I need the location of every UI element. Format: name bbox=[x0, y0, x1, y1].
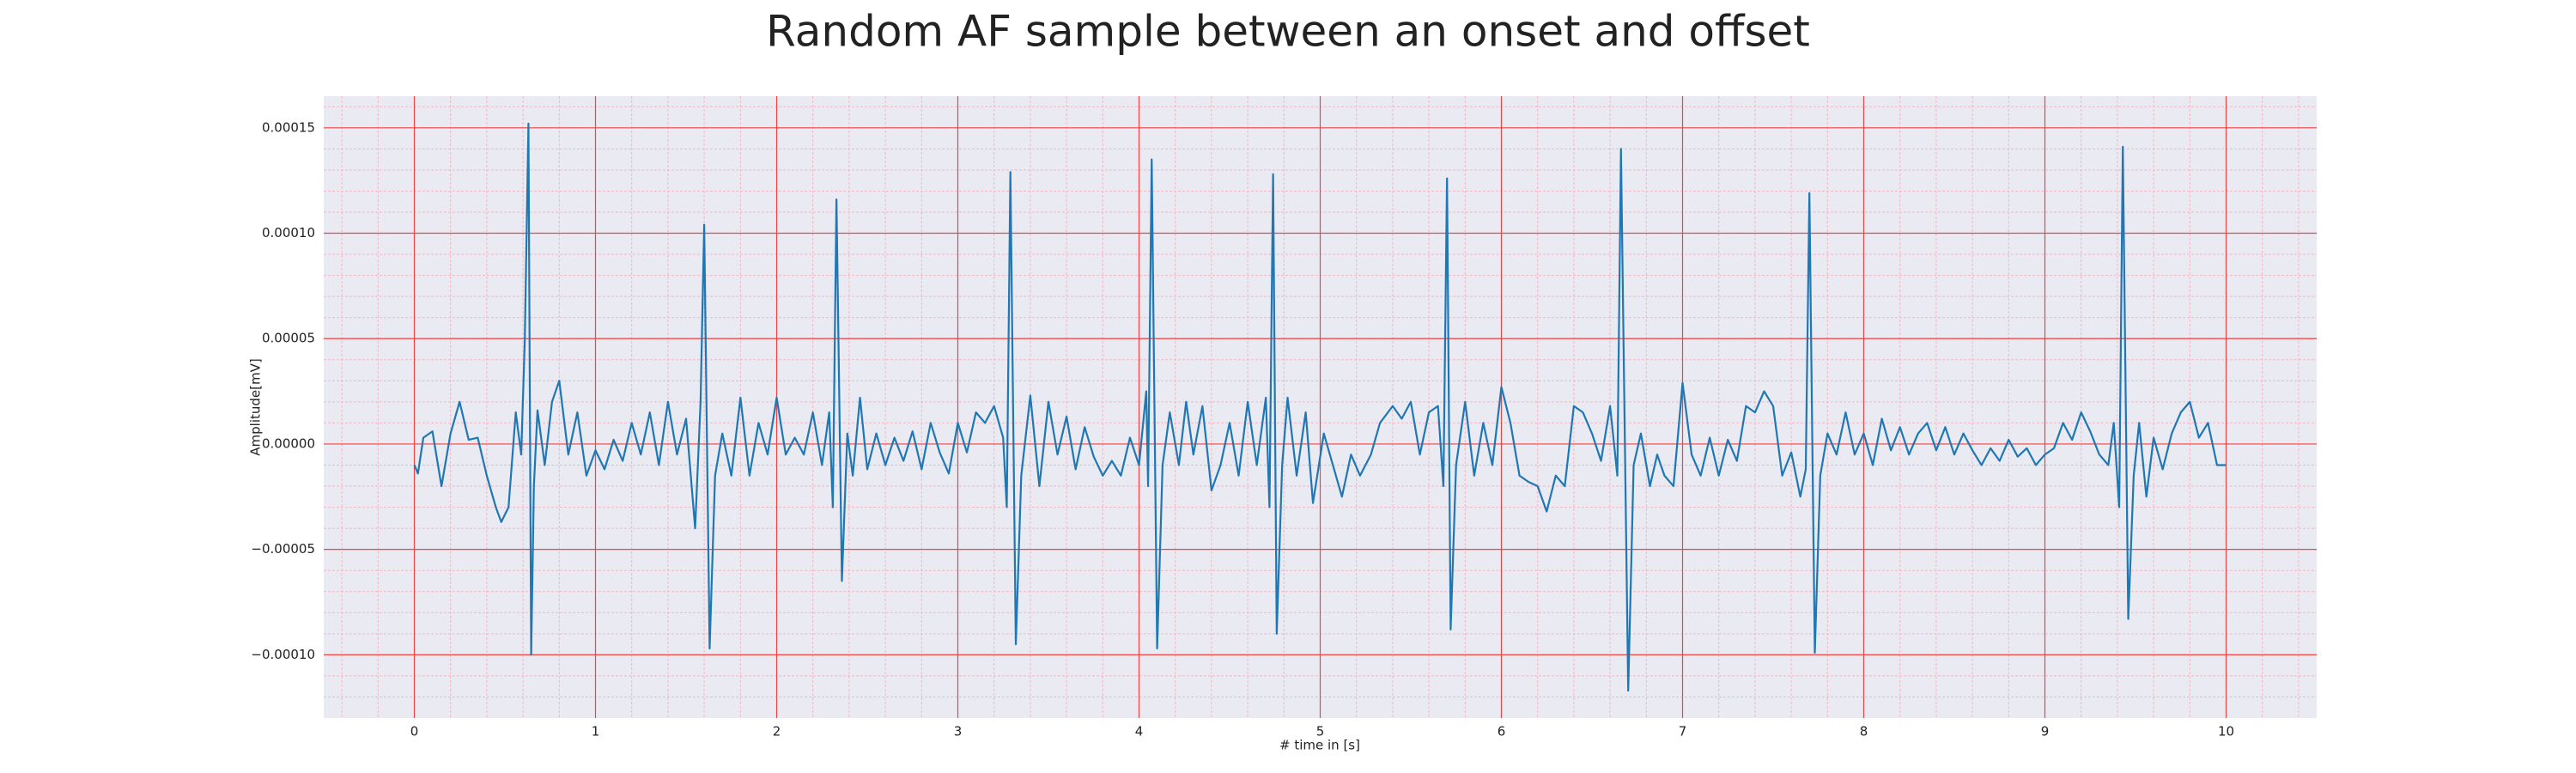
y-tick-label: 0.00005 bbox=[262, 331, 315, 346]
x-tick-label: 0 bbox=[410, 724, 419, 740]
x-tick-label: 8 bbox=[1860, 724, 1868, 740]
x-tick-label: 7 bbox=[1679, 724, 1687, 740]
y-tick-label: 0.00010 bbox=[262, 225, 315, 240]
x-tick-label: 3 bbox=[954, 724, 963, 740]
y-axis-label: Amplitude[mV] bbox=[248, 358, 264, 455]
x-tick-label: 1 bbox=[592, 724, 600, 740]
y-tick-label: −0.00005 bbox=[251, 541, 315, 557]
signal-line bbox=[413, 122, 2227, 692]
y-tick-label: 0.00000 bbox=[262, 435, 315, 451]
x-tick-label: 4 bbox=[1135, 724, 1144, 740]
x-axis-label: # time in [s] bbox=[1279, 738, 1360, 753]
x-tick-label: 6 bbox=[1498, 724, 1506, 740]
x-tick-label: 9 bbox=[2041, 724, 2050, 740]
y-tick-label: 0.00015 bbox=[262, 119, 315, 135]
x-tick-label: 10 bbox=[2218, 724, 2234, 740]
x-tick-label: 2 bbox=[773, 724, 781, 740]
x-tick-label: 5 bbox=[1316, 724, 1325, 740]
y-tick-label: −0.00010 bbox=[251, 647, 315, 662]
chart-title: Random AF sample between an onset and of… bbox=[766, 7, 1810, 57]
